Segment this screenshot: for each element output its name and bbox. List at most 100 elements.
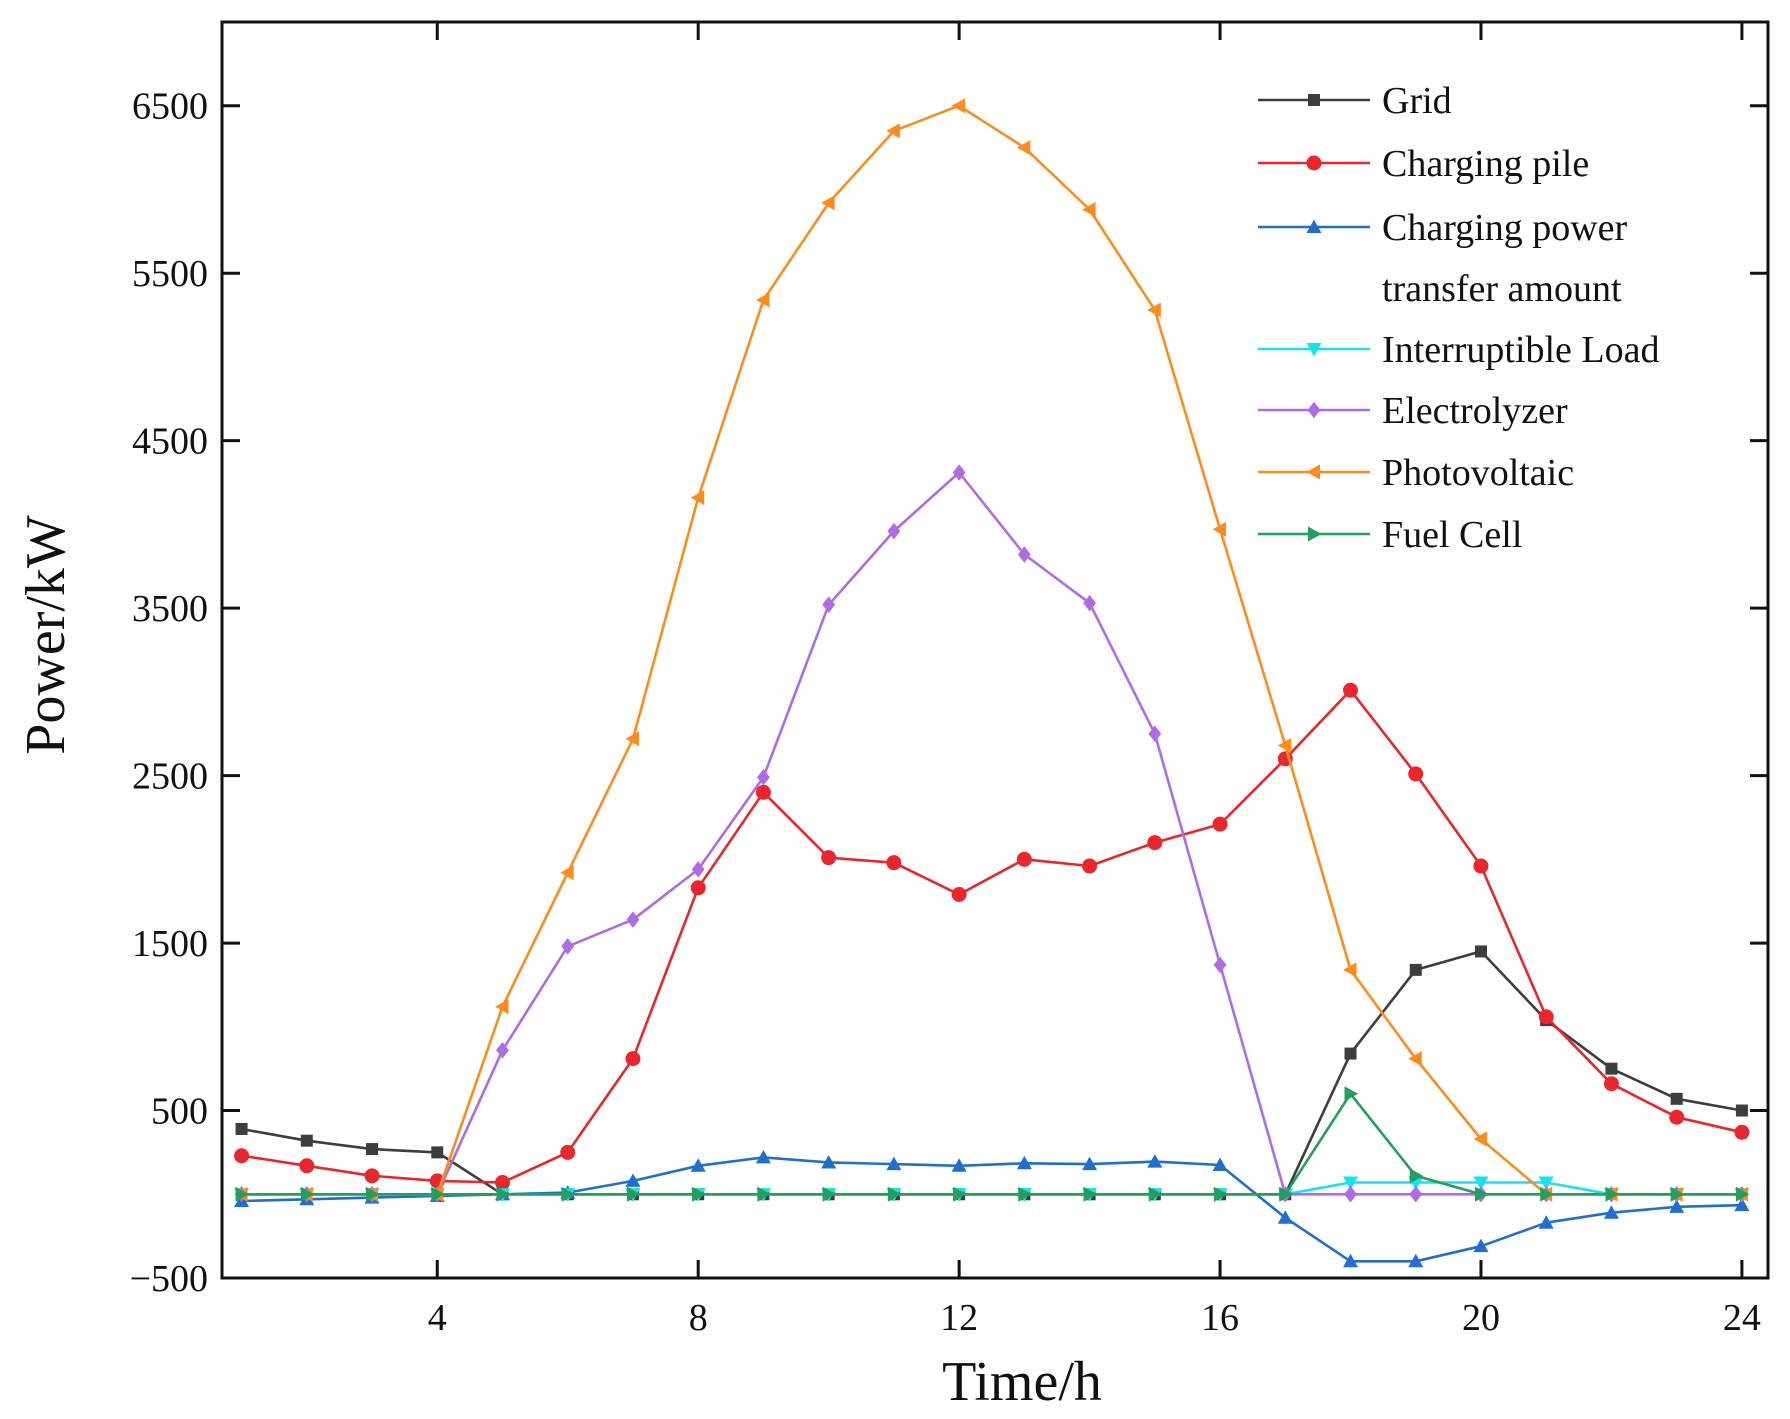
legend-label-line2: transfer amount [1382, 268, 1622, 310]
data-point [1474, 1186, 1489, 1202]
data-point [1147, 1154, 1163, 1168]
data-point [755, 1149, 771, 1164]
legend-label: Interruptible Load [1382, 329, 1660, 371]
data-point [1409, 1186, 1423, 1203]
data-point [1344, 1186, 1357, 1203]
data-point [1669, 1109, 1685, 1125]
data-point [1148, 1186, 1163, 1202]
legend-item: Charging pile [1258, 143, 1589, 185]
data-point [1409, 1168, 1424, 1184]
data-point [366, 1143, 379, 1156]
data-point [300, 1186, 315, 1202]
x-axis-title: Time/h [942, 1351, 1102, 1413]
data-point [1277, 737, 1292, 753]
data-point [1734, 1124, 1750, 1140]
data-point [1343, 1176, 1359, 1191]
y-tick-label: 5500 [132, 253, 208, 295]
data-point [953, 1186, 967, 1202]
data-point [690, 1158, 706, 1172]
data-point [626, 911, 640, 928]
data-point [1343, 682, 1359, 698]
data-point [1670, 1186, 1685, 1202]
data-point [755, 292, 770, 308]
data-point [625, 1051, 641, 1067]
data-point [1603, 1205, 1619, 1219]
data-point [1212, 1157, 1228, 1171]
x-tick-label: 16 [1201, 1297, 1239, 1339]
y-tick-label: 6500 [132, 86, 208, 128]
data-point [364, 1168, 380, 1184]
data-point [235, 1122, 248, 1135]
data-point [366, 1186, 380, 1202]
data-point [1343, 962, 1357, 978]
data-point [1605, 1186, 1619, 1202]
legend-label: Photovoltaic [1382, 452, 1574, 494]
data-point [625, 1173, 641, 1187]
data-point [1734, 1197, 1750, 1212]
series-1 [235, 945, 1748, 1201]
data-point [887, 522, 901, 540]
series-line [241, 104, 1742, 1196]
legend-marker [1306, 464, 1320, 480]
data-point [692, 1186, 706, 1202]
data-point [691, 861, 705, 878]
legend-item: Photovoltaic [1258, 452, 1574, 494]
data-point [494, 1175, 510, 1191]
data-point [1603, 1076, 1619, 1092]
data-point [952, 464, 966, 481]
data-point [625, 731, 639, 747]
data-point [755, 784, 771, 800]
data-point [951, 887, 967, 903]
y-axis-title: Power/kW [15, 515, 77, 755]
series-line [241, 471, 1742, 1196]
data-point [887, 1186, 902, 1202]
data-point [1083, 594, 1096, 612]
y-tick-label: −500 [130, 1258, 208, 1300]
y-tick-label: 4500 [132, 421, 208, 463]
data-point [1473, 1176, 1489, 1191]
data-point [431, 1146, 444, 1159]
data-point [1018, 1186, 1032, 1202]
x-tick-label: 24 [1723, 1297, 1761, 1339]
data-point [1408, 1253, 1424, 1268]
x-tick-label: 4 [428, 1297, 447, 1339]
legend-marker [1308, 526, 1322, 542]
data-point [1735, 1186, 1750, 1202]
data-point [1214, 1186, 1228, 1202]
data-point [1016, 1155, 1032, 1170]
data-point [1082, 858, 1098, 874]
legend-label: Fuel Cell [1382, 514, 1522, 556]
data-point [1212, 521, 1227, 537]
series-5 [235, 464, 1749, 1203]
data-point [299, 1158, 315, 1174]
data-point [1082, 1156, 1098, 1171]
legend-marker [1308, 94, 1320, 106]
data-point [1082, 202, 1096, 218]
data-point [1147, 302, 1161, 318]
data-point [1148, 725, 1162, 742]
y-tick-label: 2500 [132, 756, 208, 798]
data-point [757, 769, 770, 786]
data-point [626, 1186, 641, 1202]
y-tick-label: 500 [151, 1091, 208, 1133]
data-point [886, 1156, 902, 1171]
data-point [234, 1148, 250, 1164]
data-point [560, 865, 574, 881]
data-point [431, 1186, 445, 1202]
data-point [690, 490, 705, 506]
data-point [1669, 1199, 1685, 1213]
series-line [241, 688, 1743, 1184]
series-line [241, 1181, 1742, 1196]
legend-item: Grid [1258, 80, 1452, 122]
data-point [1670, 1092, 1683, 1105]
data-point [1344, 1086, 1359, 1102]
legend-label: Grid [1382, 80, 1452, 122]
data-point [494, 999, 509, 1015]
data-point [1538, 1215, 1554, 1229]
legend-item: Interruptible Load [1258, 329, 1660, 371]
data-point [496, 1041, 509, 1059]
series-6 [234, 98, 1748, 1202]
data-point [560, 1144, 576, 1160]
data-point [1277, 1210, 1293, 1224]
